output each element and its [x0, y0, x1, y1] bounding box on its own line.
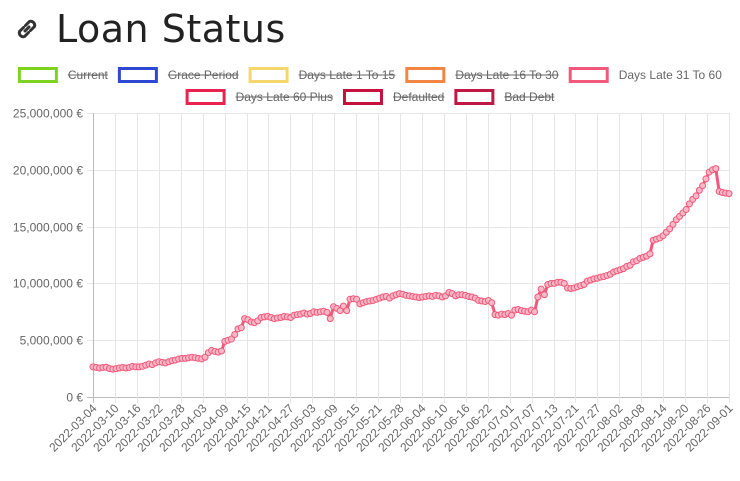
data-point[interactable]: [218, 347, 226, 355]
data-point[interactable]: [712, 165, 720, 173]
data-point[interactable]: [339, 302, 347, 310]
data-point[interactable]: [702, 175, 710, 183]
data-point[interactable]: [685, 200, 693, 208]
legend-swatch: [454, 89, 495, 105]
legend-item-grace-period[interactable]: Grace Period: [117, 67, 239, 83]
chart-grid: [87, 113, 730, 403]
chart-legend: Current Grace Period Days Late 1 To 15 Days…: [17, 67, 723, 105]
y-tick-label: 5,000,000 €: [20, 334, 84, 348]
data-point[interactable]: [537, 285, 545, 293]
data-point[interactable]: [695, 186, 703, 194]
legend-item-days-late-31-to-60[interactable]: Days Late 31 To 60: [568, 67, 723, 83]
data-point[interactable]: [669, 220, 677, 228]
legend-item-days-late-60-plus[interactable]: Days Late 60 Plus: [185, 89, 333, 105]
legend-swatch: [117, 67, 158, 83]
series-line: [92, 167, 730, 371]
data-point[interactable]: [227, 335, 235, 343]
data-point[interactable]: [237, 324, 245, 332]
y-axis: 0 € 5,000,000 € 10,000,000 € 15,000,000 € 20…: [13, 107, 83, 405]
legend-swatch: [17, 67, 58, 83]
data-point[interactable]: [353, 295, 361, 303]
legend-swatch: [185, 89, 226, 105]
data-point[interactable]: [508, 311, 516, 319]
y-tick-label: 0 €: [66, 391, 83, 405]
data-point[interactable]: [326, 315, 334, 323]
data-point[interactable]: [323, 308, 331, 316]
legend-item-defaulted[interactable]: Defaulted: [342, 89, 444, 105]
data-point[interactable]: [725, 190, 733, 198]
legend-swatch: [405, 67, 446, 83]
data-point[interactable]: [540, 291, 548, 299]
y-tick-label: 25,000,000 €: [13, 107, 83, 121]
legend-swatch: [342, 89, 383, 105]
chart-header: Loan Status: [12, 4, 286, 54]
data-point[interactable]: [699, 182, 707, 190]
plot-area: [89, 165, 733, 373]
data-point[interactable]: [560, 279, 568, 287]
y-tick-label: 20,000,000 €: [13, 164, 83, 178]
page-title: Loan Status: [56, 7, 286, 51]
legend-label: Days Late 31 To 60: [619, 68, 723, 82]
data-point[interactable]: [534, 293, 542, 301]
legend-item-bad-debt[interactable]: Bad Debt: [454, 89, 555, 105]
data-point[interactable]: [336, 307, 344, 315]
legend-item-days-late-1-to-15[interactable]: Days Late 1 To 15: [248, 67, 395, 83]
data-point[interactable]: [231, 331, 239, 339]
data-point[interactable]: [692, 192, 700, 200]
legend-item-current[interactable]: Current: [17, 67, 109, 83]
link-icon[interactable]: [12, 14, 42, 44]
data-point[interactable]: [201, 353, 209, 361]
y-tick-label: 15,000,000 €: [13, 221, 83, 235]
data-point[interactable]: [666, 225, 674, 233]
legend-swatch: [568, 67, 609, 83]
data-point[interactable]: [646, 250, 654, 258]
legend-item-days-late-16-to-30[interactable]: Days Late 16 To 30: [405, 67, 559, 83]
data-point[interactable]: [531, 308, 539, 316]
data-point[interactable]: [343, 307, 351, 315]
x-axis: 2022-03-042022-03-102022-03-162022-03-22…: [46, 401, 736, 455]
data-point[interactable]: [488, 299, 496, 307]
data-point[interactable]: [682, 206, 690, 214]
y-tick-label: 10,000,000 €: [13, 277, 83, 291]
legend-swatch: [248, 67, 289, 83]
